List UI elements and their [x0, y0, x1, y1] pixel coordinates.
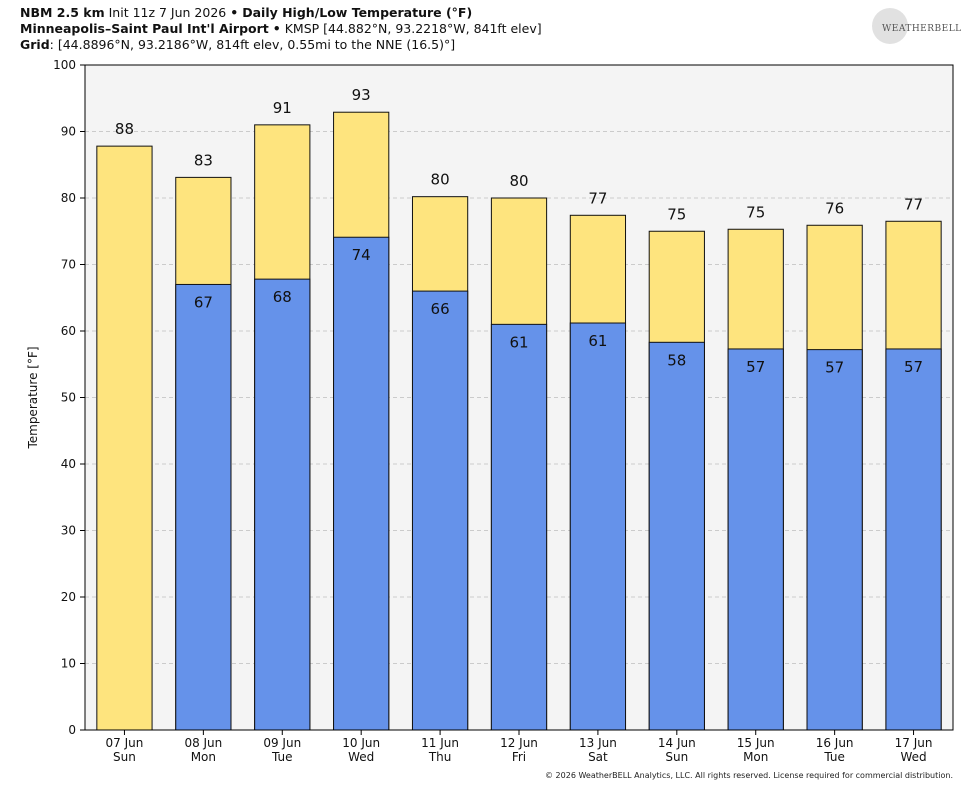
x-tick-label-date: 16 Jun — [816, 736, 854, 750]
high-temp-label: 83 — [194, 151, 213, 169]
low-temp-bar — [569, 322, 627, 731]
grid-label: Grid — [20, 37, 50, 52]
low-temp-label: 74 — [352, 246, 371, 264]
weatherbell-logo: WEATHERBELL — [868, 6, 961, 46]
low-temp-bar — [885, 348, 942, 731]
product-title: Daily High/Low Temperature (°F) — [242, 5, 473, 20]
x-tick-label-day: Mon — [191, 750, 216, 764]
high-temp-label: 75 — [746, 203, 765, 221]
x-tick-label-date: 14 Jun — [658, 736, 696, 750]
x-tick-label-day: Wed — [900, 750, 926, 764]
low-temp-label: 67 — [194, 293, 213, 311]
high-temp-label: 75 — [667, 205, 686, 223]
y-tick-label: 40 — [61, 457, 76, 471]
low-temp-bar — [648, 341, 705, 731]
low-temp-bar — [411, 290, 469, 731]
y-tick-label: 10 — [61, 657, 76, 671]
high-temp-label: 91 — [273, 99, 292, 117]
y-tick-label: 0 — [68, 723, 76, 737]
low-temp-label: 66 — [431, 300, 450, 318]
x-tick-label-day: Tue — [823, 750, 845, 764]
y-axis-label: Temperature [°F] — [26, 346, 40, 449]
x-tick-label-date: 11 Jun — [421, 736, 459, 750]
init-time: Init 11z 7 Jun 2026 — [108, 5, 227, 20]
high-temp-label: 77 — [588, 189, 607, 207]
y-tick-label: 60 — [61, 324, 76, 338]
low-temp-label: 57 — [825, 359, 844, 377]
x-tick-label-day: Tue — [271, 750, 293, 764]
separator: • — [230, 5, 239, 20]
low-temp-bar — [254, 278, 311, 731]
y-tick-label: 80 — [61, 191, 76, 205]
low-temp-label: 61 — [509, 333, 528, 351]
x-tick-label-day: Sun — [113, 750, 136, 764]
logo-swirl-icon — [872, 8, 908, 44]
low-temp-bar — [806, 349, 863, 731]
x-tick-label-date: 07 Jun — [106, 736, 144, 750]
y-tick-label: 90 — [61, 125, 76, 139]
header-line-1: NBM 2.5 km Init 11z 7 Jun 2026 • Daily H… — [20, 5, 860, 21]
x-tick-label-day: Wed — [348, 750, 374, 764]
low-temp-label: 68 — [273, 288, 292, 306]
station-name: Minneapolis–Saint Paul Int'l Airport — [20, 21, 269, 36]
low-temp-label: 61 — [588, 332, 607, 350]
high-temp-label: 93 — [352, 86, 371, 104]
low-temp-bar — [333, 236, 390, 731]
x-tick-label-day: Sat — [588, 750, 608, 764]
header-line-3: Grid: [44.8896°N, 93.2186°W, 814ft elev,… — [20, 37, 860, 53]
x-tick-label-date: 10 Jun — [342, 736, 380, 750]
chart-header: NBM 2.5 km Init 11z 7 Jun 2026 • Daily H… — [20, 5, 860, 53]
y-tick-label: 20 — [61, 590, 76, 604]
x-tick-label-date: 17 Jun — [895, 736, 933, 750]
logo-text: WEATHERBELL — [882, 24, 962, 34]
y-tick-label: 70 — [61, 258, 76, 272]
low-temp-bar — [490, 323, 548, 731]
header-line-2: Minneapolis–Saint Paul Int'l Airport • K… — [20, 21, 860, 37]
high-temp-label: 88 — [115, 120, 134, 138]
x-tick-label-day: Fri — [512, 750, 526, 764]
high-temp-label: 80 — [431, 171, 450, 189]
y-tick-label: 100 — [53, 58, 76, 72]
y-tick-label: 30 — [61, 524, 76, 538]
x-tick-label-date: 15 Jun — [737, 736, 775, 750]
high-temp-label: 77 — [904, 195, 923, 213]
x-tick-label-day: Sun — [665, 750, 688, 764]
grid-info: : [44.8896°N, 93.2186°W, 814ft elev, 0.5… — [49, 37, 456, 52]
low-temp-label: 57 — [746, 358, 765, 376]
x-tick-label-date: 09 Jun — [263, 736, 301, 750]
y-tick-label: 50 — [61, 391, 76, 405]
x-tick-label-date: 12 Jun — [500, 736, 538, 750]
x-tick-label-day: Mon — [743, 750, 768, 764]
station-info: KMSP [44.882°N, 93.2218°W, 841ft elev] — [284, 21, 542, 36]
low-temp-bar — [727, 348, 784, 731]
x-tick-label-day: Thu — [428, 750, 452, 764]
low-temp-label: 57 — [904, 358, 923, 376]
low-temp-label: 58 — [667, 351, 686, 369]
high-temp-label: 76 — [825, 199, 844, 217]
high-temp-bar — [96, 145, 153, 731]
low-temp-bar — [175, 283, 232, 731]
x-tick-label-date: 13 Jun — [579, 736, 617, 750]
model-name: NBM 2.5 km — [20, 5, 105, 20]
plot-frame — [84, 64, 954, 731]
x-tick-label-date: 08 Jun — [184, 736, 222, 750]
copyright-notice: © 2026 WeatherBELL Analytics, LLC. All r… — [545, 771, 953, 780]
separator: • — [272, 21, 281, 36]
high-temp-label: 80 — [509, 172, 528, 190]
